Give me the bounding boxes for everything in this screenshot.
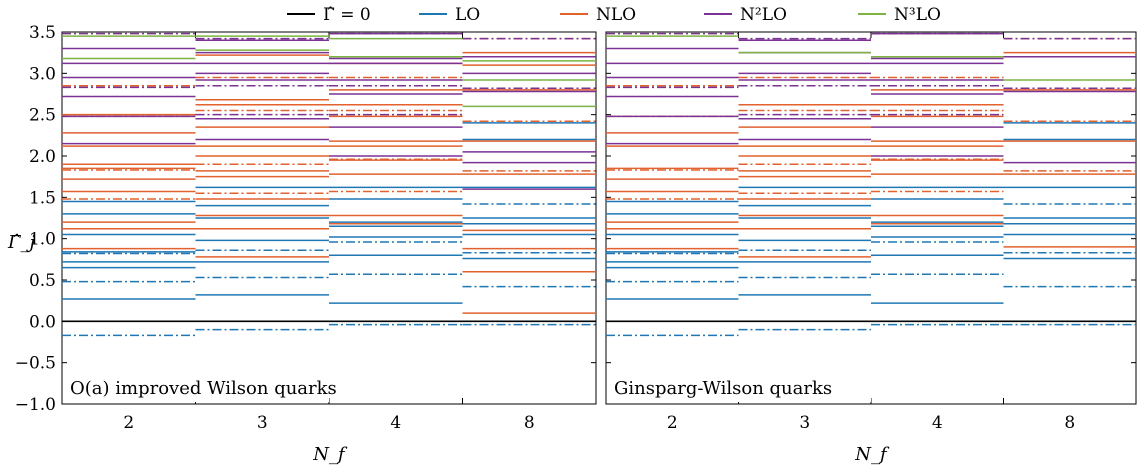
panel-label: O(a) improved Wilson quarks bbox=[70, 378, 337, 399]
ytick-label: 1.0 bbox=[29, 230, 56, 250]
legend-label-1: LO bbox=[455, 5, 480, 25]
panel-label: Ginsparg-Wilson quarks bbox=[614, 378, 832, 399]
ytick-label: 3.0 bbox=[29, 64, 56, 84]
legend-label-4: N³LO bbox=[894, 5, 941, 25]
panel-ginsparg-wilson: 2 3 4 8 Ginsparg-Wilson quarks N_f bbox=[605, 31, 1137, 465]
ytick-label: 2.5 bbox=[29, 106, 56, 126]
xtick-label: 4 bbox=[390, 413, 401, 433]
xtick-label: 8 bbox=[524, 413, 535, 433]
xtick-label: 3 bbox=[799, 413, 810, 433]
ytick-label: −0.5 bbox=[15, 354, 56, 374]
xtick-label: 3 bbox=[257, 413, 268, 433]
x-axis-title: N_f bbox=[854, 444, 890, 465]
legend-label-0: Γ̂ = 0 bbox=[323, 5, 371, 25]
panel-label-bg bbox=[608, 368, 871, 402]
ytick-label: 0.0 bbox=[29, 312, 56, 332]
ytick-label: −1.0 bbox=[15, 395, 56, 415]
legend-label-3: N²LO bbox=[740, 5, 787, 25]
ytick-label: 3.5 bbox=[29, 23, 56, 43]
legend: Γ̂ = 0 LO NLO N²LO N³LO bbox=[287, 5, 941, 25]
xtick-label: 2 bbox=[123, 413, 134, 433]
panel-label-bg bbox=[64, 368, 329, 402]
panel-wilson: −1.0 −0.5 0.0 0.5 1.0 1.5 2.0 2.5 3.0 3.5 2 3 4 8 O(a)… bbox=[15, 23, 597, 465]
y-axis-title: Γ̂_j bbox=[7, 232, 35, 253]
legend-label-2: NLO bbox=[596, 5, 636, 25]
ytick-label: 1.5 bbox=[29, 188, 56, 208]
ytick-label: 0.5 bbox=[29, 271, 56, 291]
xtick-label: 4 bbox=[932, 413, 943, 433]
xtick-label: 8 bbox=[1064, 413, 1075, 433]
ytick-label: 2.0 bbox=[29, 147, 56, 167]
x-axis-title: N_f bbox=[312, 444, 348, 465]
xtick-label: 2 bbox=[667, 413, 678, 433]
